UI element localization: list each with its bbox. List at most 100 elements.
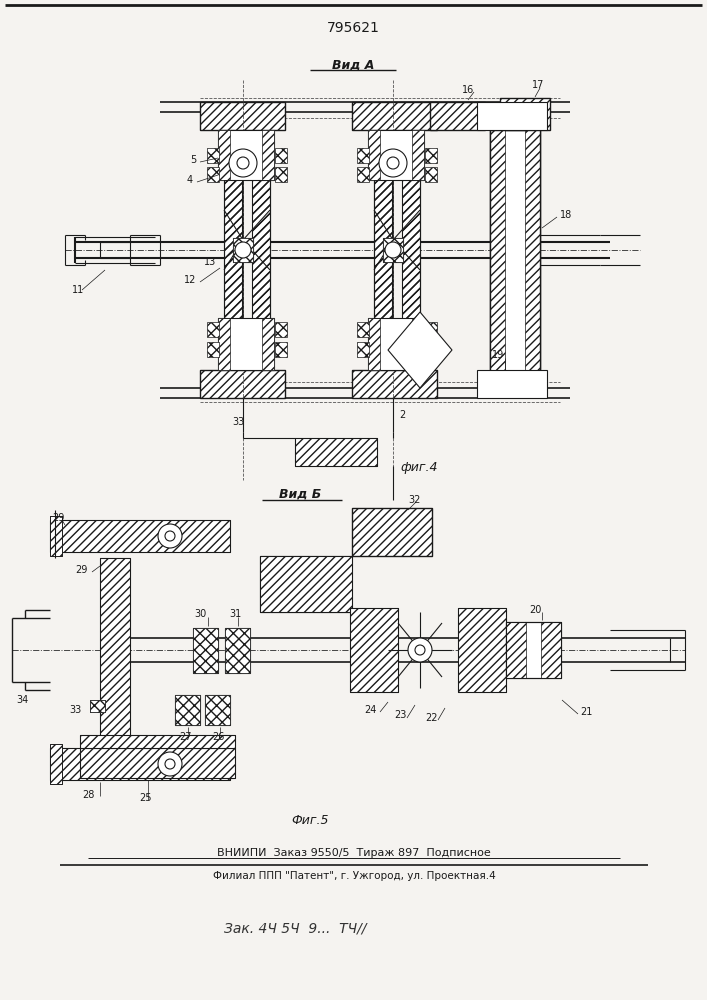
Bar	[218, 318, 230, 370]
Bar	[50, 748, 230, 780]
Text: Вид А: Вид А	[332, 58, 374, 72]
Text: 32: 32	[408, 495, 421, 505]
Bar	[374, 130, 392, 370]
Bar	[352, 102, 437, 130]
Bar	[50, 520, 230, 552]
Text: 30: 30	[194, 609, 206, 619]
Bar	[490, 130, 540, 390]
Bar	[233, 238, 253, 262]
Bar	[275, 342, 287, 357]
Text: 33: 33	[232, 417, 244, 427]
Bar	[357, 342, 369, 357]
Bar	[500, 98, 550, 130]
Circle shape	[387, 157, 399, 169]
Bar	[275, 167, 287, 182]
Bar	[352, 370, 437, 398]
Bar	[224, 130, 242, 370]
Text: 24: 24	[364, 705, 376, 715]
Text: 27: 27	[179, 732, 192, 742]
Text: 33: 33	[70, 705, 82, 715]
Circle shape	[165, 531, 175, 541]
Circle shape	[415, 645, 425, 655]
Bar	[352, 508, 432, 556]
Bar	[260, 556, 352, 612]
Polygon shape	[224, 180, 242, 318]
Bar	[506, 622, 526, 678]
Bar	[383, 238, 403, 262]
Bar	[260, 556, 352, 612]
Bar	[50, 516, 62, 556]
Bar	[193, 628, 218, 673]
Bar	[425, 148, 437, 163]
Bar	[490, 130, 505, 390]
Circle shape	[237, 157, 249, 169]
Bar	[425, 167, 437, 182]
Text: 26: 26	[212, 732, 224, 742]
Text: 12: 12	[184, 275, 196, 285]
Bar	[541, 622, 561, 678]
Text: 16: 16	[462, 85, 474, 95]
Circle shape	[158, 524, 182, 548]
Bar	[368, 130, 380, 180]
Polygon shape	[388, 312, 452, 388]
Bar	[193, 628, 218, 673]
Bar	[218, 130, 230, 180]
Text: 29: 29	[76, 565, 88, 575]
Text: 4: 4	[187, 175, 193, 185]
Bar	[525, 130, 540, 390]
Bar	[412, 130, 424, 180]
Bar	[402, 130, 420, 370]
Bar	[458, 608, 506, 692]
Text: 28: 28	[82, 790, 94, 800]
Bar	[50, 516, 62, 556]
Bar	[207, 342, 219, 357]
Bar	[350, 608, 398, 692]
Text: фиг.4: фиг.4	[400, 462, 438, 475]
Bar	[357, 167, 369, 182]
Bar	[225, 628, 250, 673]
Bar	[252, 180, 270, 318]
Text: Вид Б: Вид Б	[279, 488, 321, 500]
Text: 17: 17	[532, 80, 544, 90]
Bar	[275, 148, 287, 163]
Bar	[200, 102, 285, 130]
Bar	[80, 735, 235, 748]
Bar	[350, 608, 398, 692]
Bar	[224, 130, 242, 370]
Bar	[262, 130, 274, 180]
Text: 23: 23	[394, 710, 407, 720]
Bar	[374, 180, 393, 318]
Bar	[200, 370, 285, 398]
Bar	[374, 130, 392, 370]
Bar	[80, 735, 235, 748]
Text: 34: 34	[16, 695, 28, 705]
Bar	[252, 130, 270, 370]
Text: Фиг.5: Фиг.5	[291, 814, 329, 826]
Bar	[225, 628, 250, 673]
Bar	[218, 130, 274, 180]
Text: 5: 5	[189, 155, 196, 165]
Bar	[368, 130, 424, 180]
Bar	[200, 370, 285, 398]
Bar	[205, 695, 230, 725]
Bar	[90, 700, 105, 712]
Bar	[90, 700, 105, 712]
Bar	[506, 622, 561, 678]
Circle shape	[408, 638, 432, 662]
Bar	[207, 148, 219, 163]
Text: 795621: 795621	[327, 21, 380, 35]
Bar	[80, 748, 235, 778]
Bar	[412, 318, 424, 370]
Text: 13: 13	[204, 257, 216, 267]
Polygon shape	[252, 180, 270, 318]
Bar	[262, 318, 274, 370]
Text: 18: 18	[560, 210, 572, 220]
Bar	[368, 318, 424, 370]
Bar	[205, 695, 230, 725]
Text: 29: 29	[52, 513, 64, 523]
Bar	[352, 508, 432, 556]
Text: 22: 22	[426, 713, 438, 723]
Bar	[506, 622, 561, 678]
Text: 19: 19	[492, 350, 504, 360]
Bar	[425, 322, 437, 337]
